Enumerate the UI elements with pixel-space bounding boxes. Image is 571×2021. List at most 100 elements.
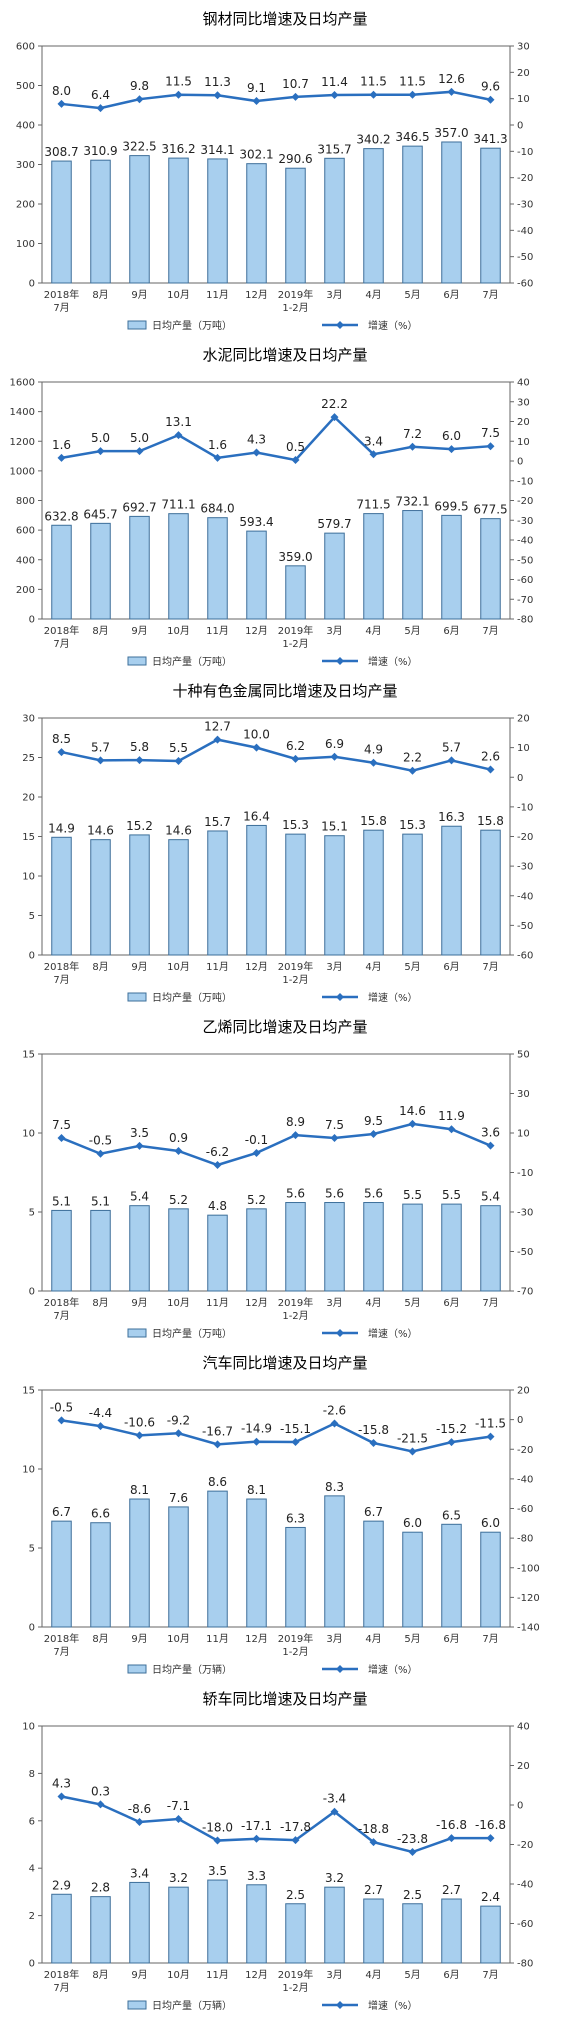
bar-value-label: 2.7	[364, 1883, 383, 1897]
line-value-label: 12.7	[204, 720, 231, 734]
right-axis-tick-label: 30	[517, 1089, 530, 1100]
right-axis-tick-label: -40	[517, 536, 533, 547]
line-point	[291, 1437, 300, 1446]
legend-line-marker	[336, 1329, 344, 1337]
line-value-label: -17.1	[241, 1819, 272, 1833]
bar	[207, 1490, 228, 1628]
line-value-label: 11.9	[438, 1109, 465, 1123]
right-axis-tick-label: 0	[517, 457, 523, 468]
x-tick-label: 2018年	[44, 1968, 79, 1981]
bar-value-label: 315.7	[317, 142, 351, 156]
line-value-label: -15.2	[436, 1422, 467, 1436]
bar	[129, 515, 150, 620]
legend-bar-swatch	[127, 2000, 147, 2010]
x-tick-label: 12月	[245, 1633, 268, 1645]
left-axis-tick-label: 4	[29, 1864, 35, 1875]
x-tick-label: 2019年	[278, 1968, 313, 1981]
line-value-label: -21.5	[397, 1431, 428, 1445]
x-tick-label: 7月	[482, 1633, 498, 1645]
line-value-label: -10.6	[124, 1415, 155, 1429]
bar-value-label: 699.5	[434, 499, 468, 513]
x-tick-label: 1-2月	[282, 638, 308, 650]
left-axis-tick-label: 10	[22, 1722, 35, 1733]
line-value-label: 7.5	[52, 1118, 71, 1132]
line-point	[447, 1438, 456, 1447]
x-tick-label: 9月	[131, 1297, 147, 1309]
bar	[246, 163, 267, 284]
bar-value-label: 290.6	[278, 152, 312, 166]
legend-line-label: 增速（%）	[368, 319, 418, 332]
bar	[246, 1884, 267, 1964]
bar	[363, 513, 384, 620]
bar-value-label: 322.5	[122, 140, 156, 154]
line-value-label: -15.8	[358, 1423, 389, 1437]
right-axis-tick-label: -20	[517, 1445, 533, 1456]
x-tick-label: 6月	[443, 1969, 459, 1981]
line-value-label: 5.0	[91, 431, 110, 445]
bar	[168, 157, 189, 284]
x-tick-label: 11月	[206, 961, 229, 973]
line-value-label: 10.7	[282, 77, 309, 91]
x-tick-label: 6月	[443, 961, 459, 973]
line-value-label: -9.2	[167, 1413, 190, 1427]
bar-value-label: 308.7	[44, 145, 78, 159]
right-axis-tick-label: -140	[517, 1623, 540, 1634]
bar-value-label: 5.2	[247, 1193, 266, 1207]
line-value-label: 3.5	[130, 1126, 149, 1140]
right-axis-tick-label: -30	[517, 862, 533, 873]
line-point	[135, 1141, 144, 1150]
x-tick-label: 7月	[53, 1310, 69, 1322]
right-axis-tick-label: -10	[517, 147, 533, 158]
left-axis-tick-label: 15	[22, 832, 35, 843]
right-axis-tick-label: -20	[517, 496, 533, 507]
bar-value-label: 5.4	[481, 1190, 500, 1204]
x-tick-label: 12月	[245, 289, 268, 301]
bar	[441, 825, 462, 956]
right-axis-tick-label: 10	[517, 743, 530, 754]
bar-value-label: 5.6	[286, 1187, 305, 1201]
left-axis-tick-label: 500	[16, 81, 35, 92]
left-axis-tick-label: 10	[22, 872, 35, 883]
line-value-label: 2.2	[403, 751, 422, 765]
bar	[129, 1881, 150, 1964]
x-tick-label: 3月	[326, 1969, 342, 1981]
line-value-label: 2.6	[481, 750, 500, 764]
line-point	[252, 448, 261, 457]
bar-value-label: 14.9	[48, 821, 75, 835]
legend-bar-label: 日均产量（万吨）	[152, 991, 232, 1004]
bar	[363, 1202, 384, 1292]
line-value-label: 0.3	[91, 1784, 110, 1798]
plot-frame	[41, 1725, 511, 1964]
x-tick-label: 7月	[482, 1297, 498, 1309]
line-value-label: 4.3	[52, 1777, 71, 1791]
bar-value-label: 8.1	[130, 1483, 149, 1497]
line-point	[486, 1834, 495, 1843]
x-tick-label: 1-2月	[282, 302, 308, 314]
bar-value-label: 3.2	[325, 1871, 344, 1885]
right-axis-tick-label: 30	[517, 42, 530, 53]
bar	[363, 148, 384, 284]
line-value-label: 13.1	[165, 415, 192, 429]
bar-value-label: 692.7	[122, 500, 156, 514]
x-tick-label: 8月	[92, 625, 108, 637]
bar-value-label: 341.3	[473, 132, 507, 146]
bar	[90, 522, 111, 620]
bar	[324, 1495, 345, 1628]
x-tick-label: 10月	[167, 289, 190, 301]
x-tick-label: 9月	[131, 1969, 147, 1981]
x-tick-label: 8月	[92, 1633, 108, 1645]
bar	[246, 1208, 267, 1292]
line-value-label: 8.5	[52, 732, 71, 746]
line-point	[213, 453, 222, 462]
bar-value-label: 15.3	[282, 818, 309, 832]
growth-line	[61, 1122, 491, 1167]
line-value-label: 10.0	[243, 728, 270, 742]
bar-value-label: 5.6	[325, 1187, 344, 1201]
line-value-label: 1.6	[52, 438, 71, 452]
bar	[90, 159, 111, 284]
left-axis-tick-label: 0	[29, 279, 35, 290]
line-point	[174, 1429, 183, 1438]
line-value-label: -23.8	[397, 1832, 428, 1846]
bar	[324, 1202, 345, 1292]
bar-value-label: 340.2	[356, 133, 390, 147]
